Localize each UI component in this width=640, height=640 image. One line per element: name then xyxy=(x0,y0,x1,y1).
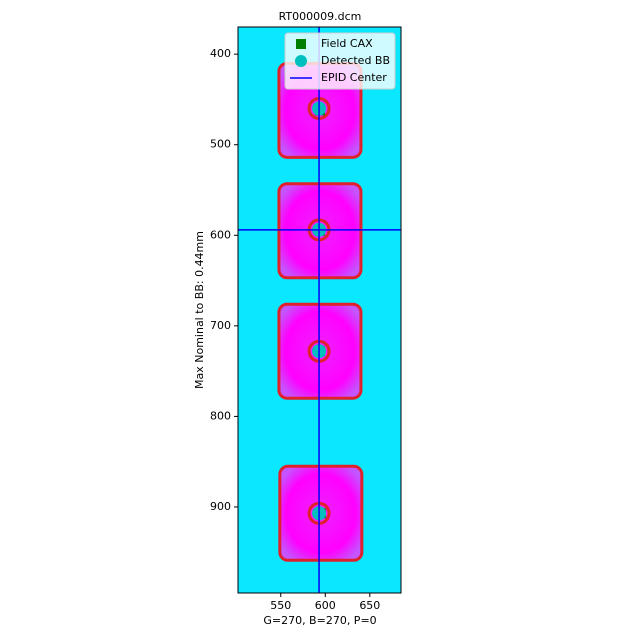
legend-marker xyxy=(295,55,307,67)
y-axis-label: Max Nominal to BB: 0.44mm xyxy=(193,231,206,389)
legend-box xyxy=(284,32,396,90)
x-tick-label: 600 xyxy=(315,599,336,612)
y-tick-label: 700 xyxy=(210,319,231,332)
x-axis-label: G=270, B=270, P=0 xyxy=(263,614,376,627)
legend-label: EPID Center xyxy=(321,71,387,84)
y-tick-label: 400 xyxy=(210,47,231,60)
y-tick-label: 900 xyxy=(210,500,231,513)
legend-label: Field CAX xyxy=(321,37,373,50)
y-tick-label: 500 xyxy=(210,138,231,151)
legend-label: Detected BB xyxy=(321,54,390,67)
y-tick-label: 600 xyxy=(210,228,231,241)
chart-title: RT000009.dcm xyxy=(279,10,362,23)
x-tick-label: 550 xyxy=(270,599,291,612)
y-tick-label: 800 xyxy=(210,409,231,422)
x-tick-label: 650 xyxy=(359,599,380,612)
legend-marker xyxy=(296,39,306,49)
axes-frame xyxy=(237,26,402,594)
